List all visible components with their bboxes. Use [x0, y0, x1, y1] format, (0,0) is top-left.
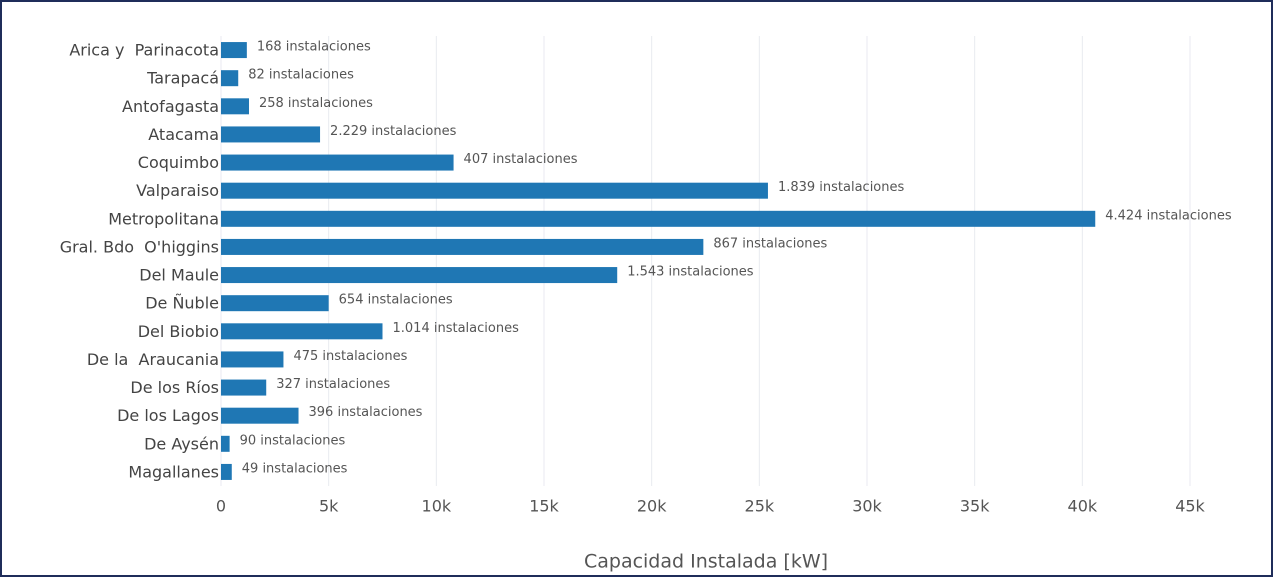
y-tick-label: Magallanes [128, 462, 219, 481]
x-tick-label: 20k [637, 497, 667, 516]
annotation: 258 instalaciones [259, 96, 373, 111]
y-tick-label: De los Ríos [130, 378, 219, 397]
annotation: 4.424 instalaciones [1105, 208, 1232, 223]
annotation: 327 instalaciones [276, 377, 390, 392]
x-tick-label: 40k [1068, 497, 1098, 516]
bar [221, 463, 232, 480]
bar [221, 351, 284, 368]
y-tick-label: Del Maule [139, 266, 219, 285]
annotation: 1.839 instalaciones [778, 180, 905, 195]
x-tick-label: 0 [216, 497, 226, 516]
y-tick-label: De Aysén [144, 434, 219, 453]
y-tick-label: De Ñuble [145, 294, 219, 313]
bar [221, 70, 239, 87]
x-tick-label: 45k [1175, 497, 1205, 516]
y-tick-label: Tarapacá [146, 69, 219, 88]
annotation: 2.229 instalaciones [330, 124, 457, 139]
bar [221, 407, 299, 424]
y-tick-label: Coquimbo [138, 153, 219, 172]
bar [221, 238, 704, 255]
y-tick-label: De la Araucania [87, 350, 219, 369]
y-tick-label: Del Biobio [138, 322, 219, 341]
bar [221, 154, 454, 171]
bar [221, 267, 618, 284]
bar [221, 98, 249, 115]
annotation: 867 instalaciones [713, 236, 827, 251]
annotation: 90 instalaciones [240, 433, 346, 448]
annotation: 396 instalaciones [309, 405, 423, 420]
y-tick-label: Gral. Bdo O'higgins [60, 237, 219, 256]
bar [221, 323, 383, 340]
y-tick-label: De los Lagos [117, 406, 219, 425]
annotation: 49 instalaciones [242, 461, 348, 476]
x-tick-label: 5k [319, 497, 339, 516]
x-tick-label: 25k [745, 497, 775, 516]
y-tick-label: Metropolitana [108, 209, 219, 228]
x-tick-label: 35k [960, 497, 990, 516]
annotation: 407 instalaciones [464, 152, 578, 167]
x-tick-label: 30k [852, 497, 882, 516]
y-tick-label: Arica y Parinacota [69, 41, 219, 60]
bar [221, 126, 321, 143]
x-axis-title: Capacidad Instalada [kW] [584, 551, 828, 573]
bar [221, 182, 768, 199]
y-tick-label: Antofagasta [122, 97, 219, 116]
bar [221, 295, 329, 312]
annotation: 1.014 instalaciones [393, 321, 520, 336]
annotation: 475 instalaciones [293, 349, 407, 364]
bar [221, 210, 1096, 227]
bar [221, 379, 267, 396]
annotation: 82 instalaciones [248, 68, 354, 83]
bar [221, 42, 247, 59]
x-tick-label: 15k [529, 497, 559, 516]
y-tick-label: Atacama [148, 125, 219, 144]
annotation: 1.543 instalaciones [627, 265, 754, 280]
y-tick-label: Valparaiso [136, 181, 219, 200]
x-tick-label: 10k [422, 497, 452, 516]
bar [221, 435, 230, 452]
annotation: 654 instalaciones [339, 293, 453, 308]
annotation: 168 instalaciones [257, 40, 371, 55]
